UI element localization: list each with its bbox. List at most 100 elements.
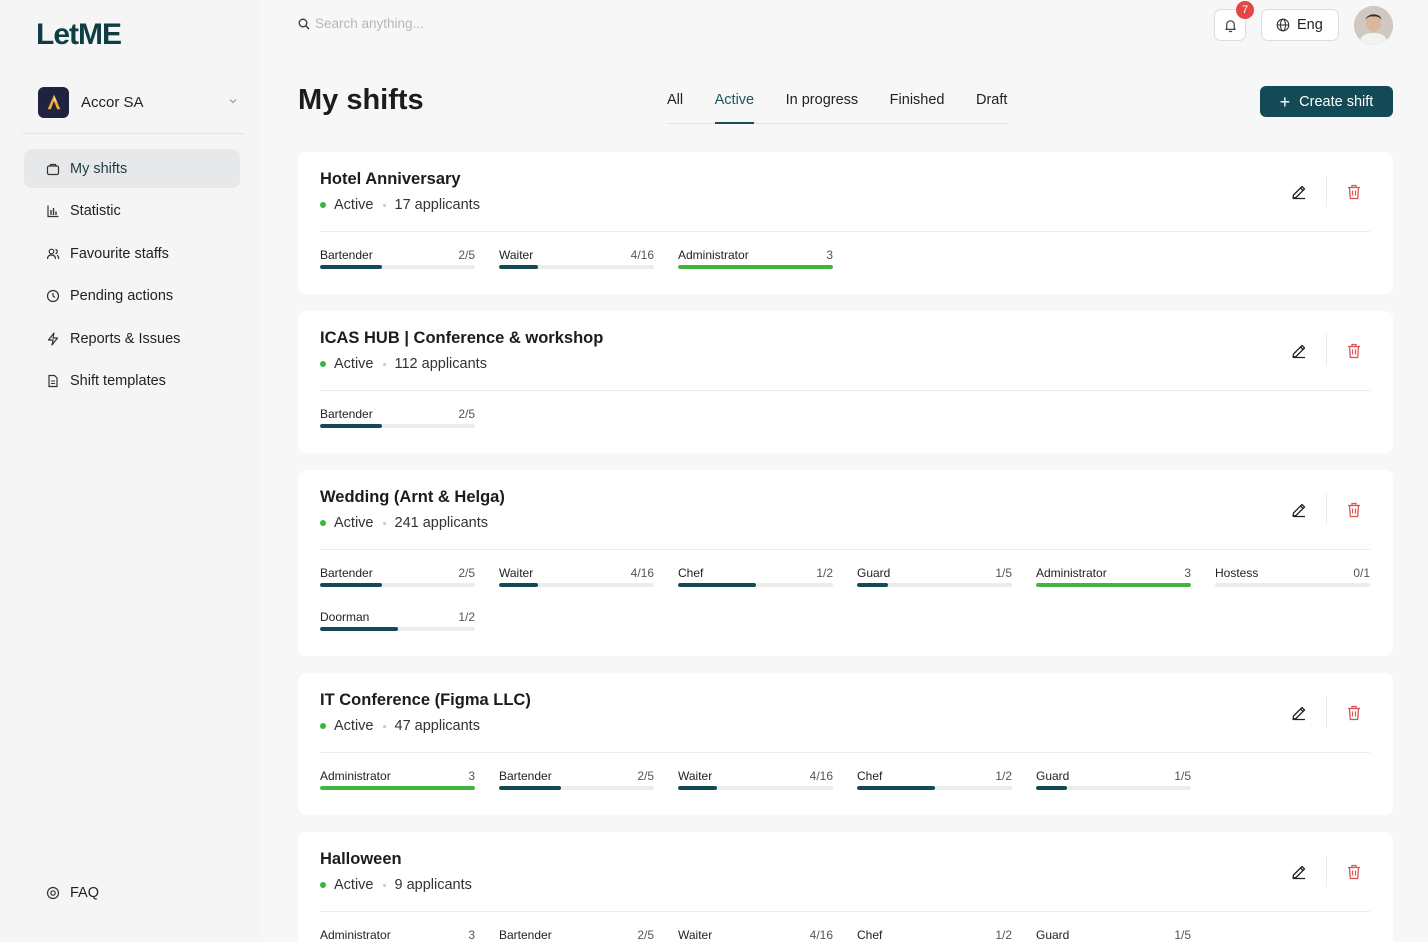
role-count: 1/2	[816, 566, 833, 580]
role-progress: Hostess 0/1	[1215, 566, 1370, 596]
shift-applicants: 112 applicants	[394, 356, 487, 372]
role-name: Bartender	[320, 248, 373, 262]
role-progress-track	[499, 265, 654, 269]
action-divider	[1326, 696, 1327, 728]
tab-draft[interactable]: Draft	[975, 92, 1008, 108]
shift-card: Wedding (Arnt & Helga) Active 241 applic…	[298, 470, 1393, 656]
role-count: 4/16	[630, 248, 654, 262]
tab-active[interactable]: Active	[714, 92, 754, 124]
role-name: Hostess	[1215, 566, 1259, 580]
faq-label: FAQ	[70, 885, 100, 901]
sidebar-item-label: Favourite staffs	[70, 245, 169, 262]
role-name: Waiter	[499, 248, 534, 262]
trash-icon[interactable]	[1346, 704, 1362, 722]
sidebar-item-label: Statistic	[70, 203, 121, 219]
page-title: My shifts	[298, 84, 424, 116]
action-divider	[1326, 175, 1327, 207]
sidebar-item-shift-templates[interactable]: Shift templates	[24, 362, 240, 401]
role-count: 1/5	[1174, 928, 1191, 942]
card-divider	[320, 911, 1370, 912]
trash-icon[interactable]	[1346, 183, 1362, 201]
card-divider	[320, 752, 1370, 753]
role-progress-fill	[678, 583, 756, 587]
language-selector[interactable]: Eng	[1261, 9, 1339, 41]
sidebar-item-favourite-staffs[interactable]: Favourite staffs	[24, 234, 240, 273]
role-progress: Guard 1/5	[1036, 928, 1191, 942]
faq-link[interactable]: FAQ	[46, 885, 99, 901]
role-progress: Doorman 1/2	[320, 610, 475, 640]
role-name: Chef	[857, 769, 883, 783]
status-dot	[320, 882, 326, 888]
edit-icon[interactable]	[1290, 183, 1308, 201]
tab-all[interactable]: All	[667, 92, 684, 108]
role-count: 1/2	[995, 769, 1012, 783]
role-progress-fill	[320, 583, 382, 587]
shift-status-row: Active 47 applicants	[320, 718, 480, 734]
document-icon	[46, 374, 60, 388]
role-progress: Administrator 3	[678, 248, 833, 278]
role-count: 1/2	[458, 610, 475, 624]
role-progress-fill	[499, 583, 538, 587]
sidebar-item-statistic[interactable]: Statistic	[24, 192, 240, 231]
role-name: Bartender	[320, 566, 373, 580]
role-name: Waiter	[499, 566, 534, 580]
shift-card: ICAS HUB | Conference & workshop Active …	[298, 311, 1393, 453]
role-progress-track	[1036, 786, 1191, 790]
status-dot	[320, 361, 326, 367]
role-count: 4/16	[630, 566, 654, 580]
create-shift-button[interactable]: + Create shift	[1260, 86, 1393, 117]
role-progress-track	[320, 627, 475, 631]
role-progress: Chef 1/2	[857, 928, 1012, 942]
role-progress-track	[678, 583, 833, 587]
shift-title: ICAS HUB | Conference & workshop	[320, 329, 604, 347]
role-progress-track	[678, 265, 833, 269]
role-name: Administrator	[320, 928, 391, 942]
organization-switcher[interactable]: Accor SA	[38, 86, 242, 118]
separator-dot	[382, 203, 386, 207]
edit-icon[interactable]	[1290, 704, 1308, 722]
edit-icon[interactable]	[1290, 342, 1308, 360]
trash-icon[interactable]	[1346, 501, 1362, 519]
search-input[interactable]	[315, 16, 575, 31]
role-name: Chef	[857, 928, 883, 942]
user-avatar[interactable]	[1354, 6, 1393, 45]
sidebar-item-my-shifts[interactable]: My shifts	[24, 149, 240, 188]
sidebar-item-reports-issues[interactable]: Reports & Issues	[24, 319, 240, 358]
sidebar-item-label: Pending actions	[70, 288, 174, 304]
notification-badge: 7	[1236, 1, 1254, 19]
edit-icon[interactable]	[1290, 863, 1308, 881]
sidebar-item-label: Reports & Issues	[70, 330, 181, 347]
notifications-button[interactable]	[1214, 9, 1246, 41]
shift-card: Halloween Active 9 applicants Administra…	[298, 832, 1393, 942]
tab-in-progress[interactable]: In progress	[785, 92, 859, 108]
role-progress-track	[857, 583, 1012, 587]
shift-card: Hotel Anniversary Active 17 applicants B…	[298, 152, 1393, 294]
role-count: 2/5	[458, 407, 475, 421]
shift-status: Active	[334, 877, 374, 893]
role-progress-fill	[857, 786, 935, 790]
role-progress-track	[499, 786, 654, 790]
shift-applicants: 47 applicants	[394, 718, 480, 734]
bar-chart-icon	[46, 204, 60, 218]
trash-icon[interactable]	[1346, 342, 1362, 360]
role-progress-track	[320, 786, 475, 790]
shift-status-row: Active 112 applicants	[320, 356, 487, 372]
role-progress-track	[320, 424, 475, 428]
status-dot	[320, 520, 326, 526]
tab-finished[interactable]: Finished	[889, 92, 945, 108]
separator-dot	[382, 883, 386, 887]
role-count: 2/5	[458, 248, 475, 262]
shift-status-row: Active 241 applicants	[320, 515, 488, 531]
role-name: Chef	[678, 566, 704, 580]
role-count: 0/1	[1353, 566, 1370, 580]
trash-icon[interactable]	[1346, 863, 1362, 881]
status-dot	[320, 202, 326, 208]
letme-logo[interactable]: LetME	[36, 18, 122, 51]
role-progress: Bartender 2/5	[499, 769, 654, 799]
role-name: Guard	[1036, 769, 1070, 783]
sidebar: LetME Accor SA My shifts Statistic Favou…	[0, 0, 262, 942]
plus-icon: +	[1279, 91, 1291, 112]
sidebar-item-pending-actions[interactable]: Pending actions	[24, 277, 240, 316]
edit-icon[interactable]	[1290, 501, 1308, 519]
globe-icon	[1276, 18, 1290, 32]
